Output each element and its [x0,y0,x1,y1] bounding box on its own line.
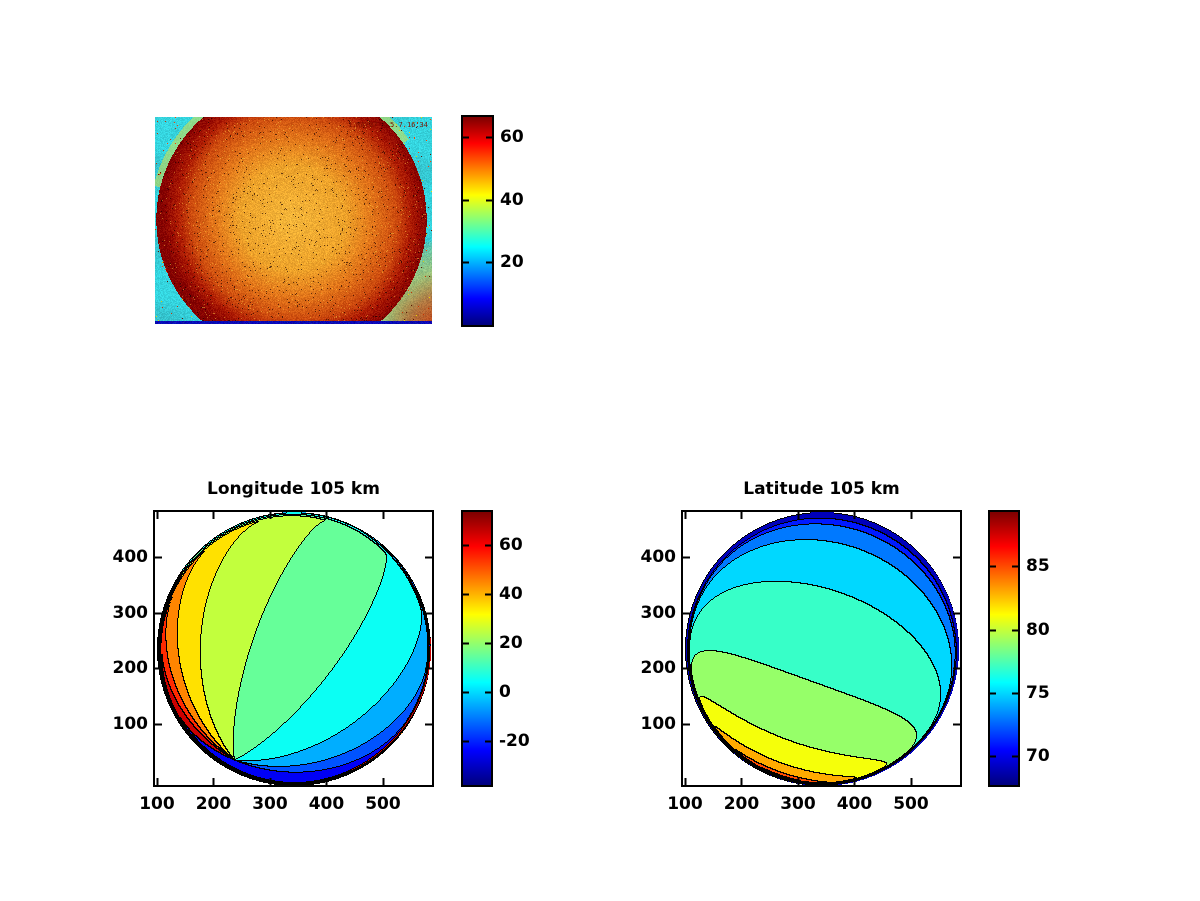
longitude-axes [153,510,434,787]
y-tick-label: 200 [112,658,149,679]
colorbar-tick-label: 60 [500,127,524,148]
x-tick-label: 100 [139,794,175,814]
image-colorbar [463,117,492,325]
colorbar-tick-label: 60 [499,535,523,556]
latitude-colorbar-box [988,510,1020,787]
longitude-plot-title: Longitude 105 km [207,479,380,499]
x-tick-label: 100 [667,794,703,814]
latitude-plot-title: Latitude 105 km [743,479,900,499]
colorbar-tick-label: 20 [500,252,524,273]
y-tick-label: 200 [640,658,677,679]
colorbar-tick-label: 40 [499,584,523,605]
y-tick-label: 300 [112,602,149,623]
x-tick-label: 400 [308,794,345,814]
planet-false-color-image [155,117,432,324]
x-tick-label: 500 [893,794,929,814]
y-tick-label: 300 [640,602,677,623]
y-tick-label: 400 [640,547,677,568]
latitude-colorbar [990,512,1018,785]
x-tick-label: 500 [365,794,401,814]
colorbar-tick-label: 85 [1026,556,1050,577]
x-tick-label: 400 [836,794,873,814]
x-tick-label: 300 [780,794,816,814]
longitude-contour-canvas [155,512,432,785]
colorbar-tick-label: 0 [499,681,511,702]
latitude-contour-canvas [683,512,960,785]
x-tick-label: 200 [723,794,760,814]
longitude-colorbar [463,512,491,785]
colorbar-tick-label: 40 [500,189,524,210]
x-tick-label: 300 [252,794,288,814]
colorbar-tick-label: -20 [499,730,530,751]
y-tick-label: 100 [640,713,677,734]
colorbar-tick-label: 80 [1026,619,1050,640]
image-colorbar-box [461,115,494,327]
latitude-axes [681,510,962,787]
colorbar-tick-label: 70 [1026,746,1050,767]
colorbar-tick-label: 20 [499,632,523,653]
y-tick-label: 400 [112,547,149,568]
colorbar-tick-label: 75 [1026,683,1050,704]
longitude-colorbar-box [461,510,493,787]
x-tick-label: 200 [195,794,232,814]
y-tick-label: 100 [112,713,149,734]
